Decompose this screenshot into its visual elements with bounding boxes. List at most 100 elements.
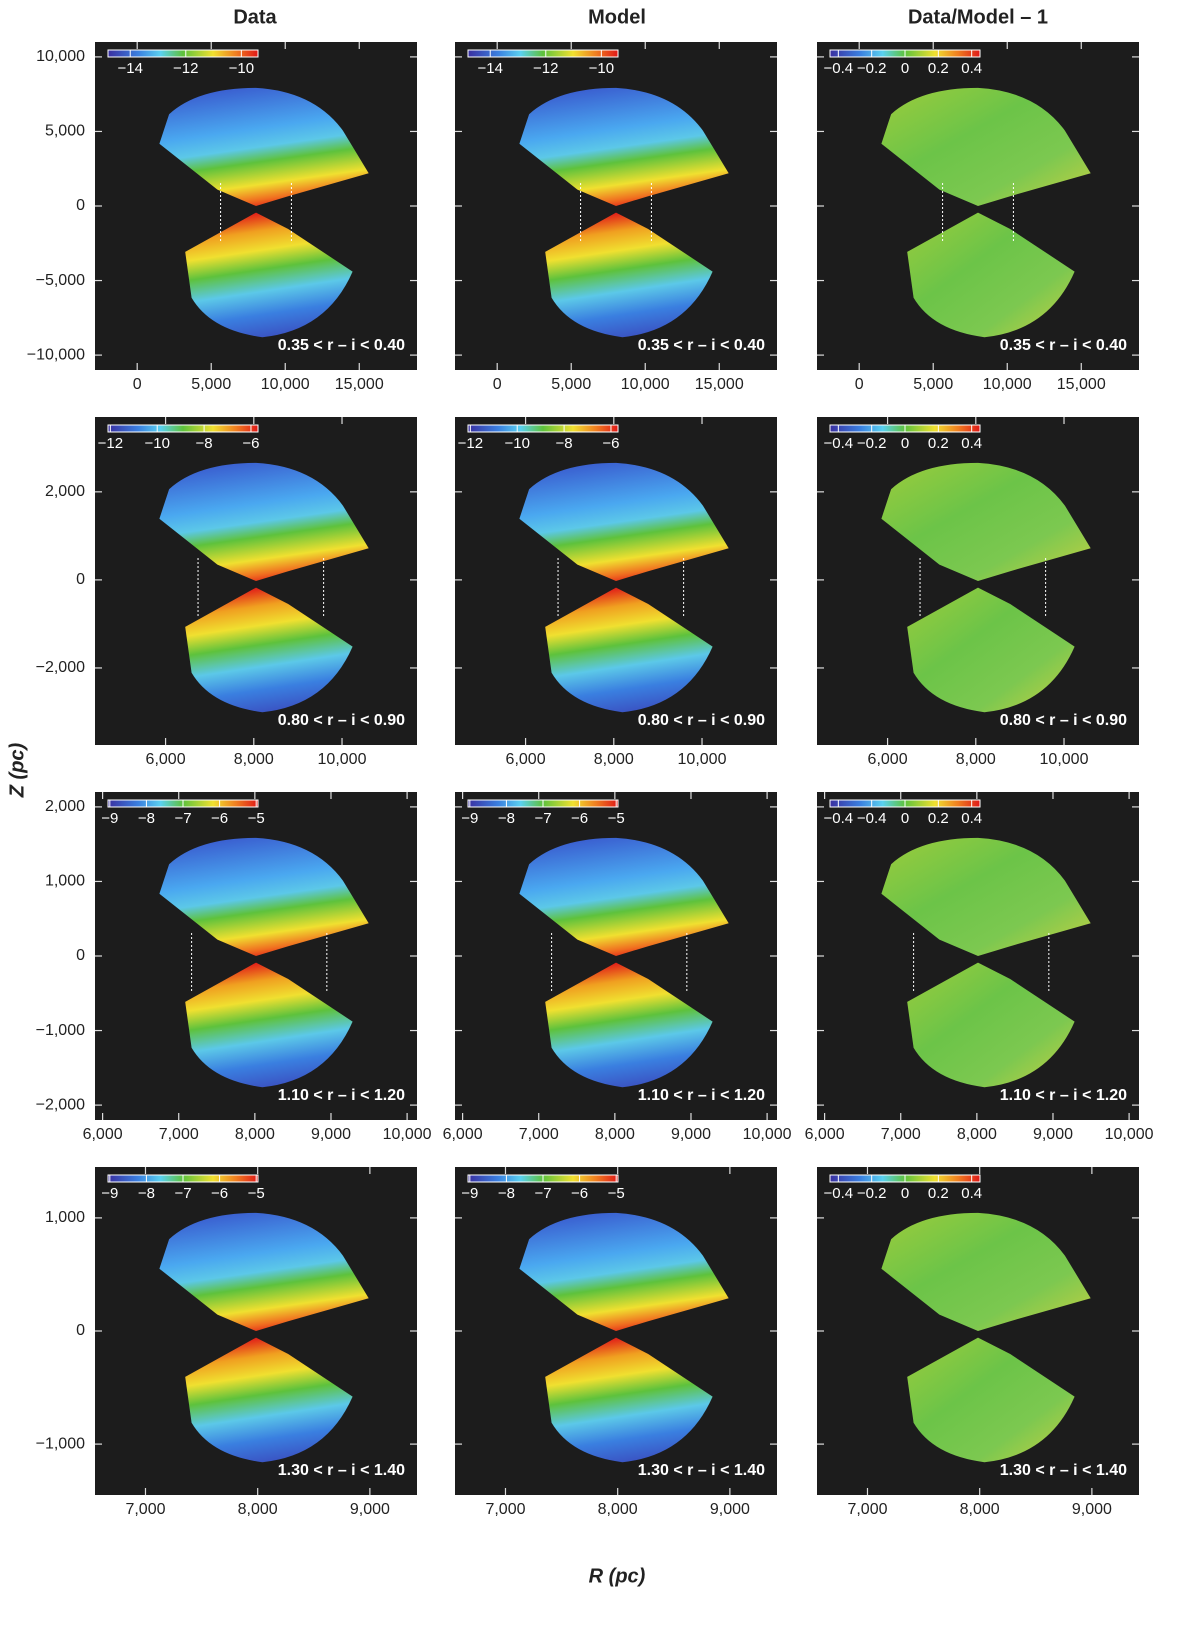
colorbar-tick-label: −6: [242, 435, 259, 452]
x-tick-label: 5,000: [191, 376, 231, 393]
density-map-upper: [881, 87, 1091, 206]
panel-label: 1.30 < r – i < 1.40: [638, 1462, 765, 1479]
y-tick-label: −5,000: [36, 272, 85, 289]
colorbar-tick-label: 0: [901, 435, 909, 452]
x-tick-label: 5,000: [551, 376, 591, 393]
density-map-lower: [185, 962, 353, 1088]
x-tick-label: 6,000: [443, 1126, 483, 1143]
colorbar-tick-label: 0.4: [961, 435, 982, 452]
colorbar-tick-label: 0: [901, 1185, 909, 1202]
colorbar-tick-label: −10: [589, 60, 614, 77]
colorbar-tick-label: 0.2: [928, 1185, 949, 1202]
x-tick-label: 9,000: [311, 1126, 351, 1143]
colorbar-tick-label: −12: [173, 60, 198, 77]
colorbar-tick-label: 0: [901, 810, 909, 827]
density-map-lower: [185, 212, 353, 338]
y-tick-label: 1,000: [45, 873, 85, 890]
colorbar-tick-label: −7: [174, 810, 191, 827]
x-tick-label: 8,000: [594, 751, 634, 768]
colorbar-tick-label: −8: [138, 810, 155, 827]
panel-label: 1.10 < r – i < 1.20: [638, 1087, 765, 1104]
colorbar-tick-label: −9: [461, 810, 478, 827]
x-tick-label: 7,000: [125, 1501, 165, 1518]
colorbar-tick-label: −0.4: [824, 810, 854, 827]
colorbar-tick-label: −6: [211, 810, 228, 827]
density-map-upper: [159, 1212, 369, 1331]
colorbar-tick-label: −0.2: [857, 60, 887, 77]
colorbar-tick-label: 0.4: [961, 810, 982, 827]
x-tick-label: 0: [855, 376, 864, 393]
y-tick-label: −10,000: [27, 346, 85, 363]
colorbar-tick-label: −6: [571, 1185, 588, 1202]
density-map-lower: [185, 1337, 353, 1463]
x-tick-label: 6,000: [146, 751, 186, 768]
colorbar-tick-label: −12: [533, 60, 558, 77]
x-tick-label: 8,000: [956, 751, 996, 768]
panel-label: 1.30 < r – i < 1.40: [1000, 1462, 1127, 1479]
colorbar: [107, 424, 259, 433]
x-tick-label: 7,000: [485, 1501, 525, 1518]
colorbar-tick-label: −7: [174, 1185, 191, 1202]
panel-label: 1.10 < r – i < 1.20: [278, 1087, 405, 1104]
panel-label: 0.80 < r – i < 0.90: [278, 712, 405, 729]
density-map-upper: [881, 837, 1091, 956]
colorbar-tick-label: −6: [211, 1185, 228, 1202]
column-title: Data: [233, 6, 277, 28]
x-tick-label: 7,000: [159, 1126, 199, 1143]
colorbar-tick-label: −8: [498, 810, 515, 827]
colorbar-tick-label: 0.2: [928, 435, 949, 452]
colorbar-tick-label: −0.4: [857, 810, 887, 827]
density-map-lower: [545, 212, 713, 338]
x-tick-label: 6,000: [805, 1126, 845, 1143]
density-map-upper: [159, 837, 369, 956]
x-tick-label: 9,000: [1072, 1501, 1112, 1518]
panel-label: 0.35 < r – i < 0.40: [638, 337, 765, 354]
colorbar: [467, 49, 619, 58]
colorbar: [107, 49, 259, 58]
panel-label: 0.80 < r – i < 0.90: [1000, 712, 1127, 729]
density-map-lower: [545, 587, 713, 713]
x-tick-label: 9,000: [1033, 1126, 1073, 1143]
density-map-lower: [907, 587, 1075, 713]
y-tick-label: 1,000: [45, 1209, 85, 1226]
panel-label: 0.80 < r – i < 0.90: [638, 712, 765, 729]
panel-label: 0.35 < r – i < 0.40: [278, 337, 405, 354]
y-tick-label: 10,000: [36, 48, 85, 65]
colorbar-tick-label: −5: [608, 1185, 625, 1202]
colorbar-tick-label: −7: [534, 810, 551, 827]
x-tick-label: 10,000: [983, 376, 1032, 393]
colorbar-tick-label: 0.4: [961, 60, 982, 77]
x-tick-label: 10,000: [261, 376, 310, 393]
colorbar-tick-label: 0: [901, 60, 909, 77]
x-tick-label: 10,000: [621, 376, 670, 393]
x-tick-label: 6,000: [506, 751, 546, 768]
y-tick-label: −1,000: [36, 1435, 85, 1452]
y-tick-label: −2,000: [36, 659, 85, 676]
colorbar-tick-label: −8: [556, 435, 573, 452]
y-tick-label: 0: [76, 1322, 85, 1339]
y-tick-label: −2,000: [36, 1096, 85, 1113]
colorbar-tick-label: −6: [571, 810, 588, 827]
panel-label: 0.35 < r – i < 0.40: [1000, 337, 1127, 354]
y-tick-label: 0: [76, 947, 85, 964]
colorbar-tick-label: −10: [144, 435, 169, 452]
colorbar-tick-label: −9: [461, 1185, 478, 1202]
density-map-upper: [159, 462, 369, 581]
panel-label: 1.30 < r – i < 1.40: [278, 1462, 405, 1479]
colorbar-tick-label: −0.4: [824, 60, 854, 77]
x-tick-label: 8,000: [957, 1126, 997, 1143]
column-title: Data/Model – 1: [908, 6, 1048, 28]
colorbar-tick-label: −5: [608, 810, 625, 827]
colorbar-tick-label: −5: [248, 1185, 265, 1202]
column-title: Model: [588, 6, 646, 28]
colorbar-tick-label: −10: [504, 435, 529, 452]
x-tick-label: 10,000: [383, 1126, 432, 1143]
colorbar-tick-label: −7: [534, 1185, 551, 1202]
x-tick-label: 9,000: [710, 1501, 750, 1518]
x-tick-label: 8,000: [960, 1501, 1000, 1518]
x-tick-label: 15,000: [335, 376, 384, 393]
x-tick-label: 9,000: [671, 1126, 711, 1143]
colorbar-tick-label: −8: [196, 435, 213, 452]
